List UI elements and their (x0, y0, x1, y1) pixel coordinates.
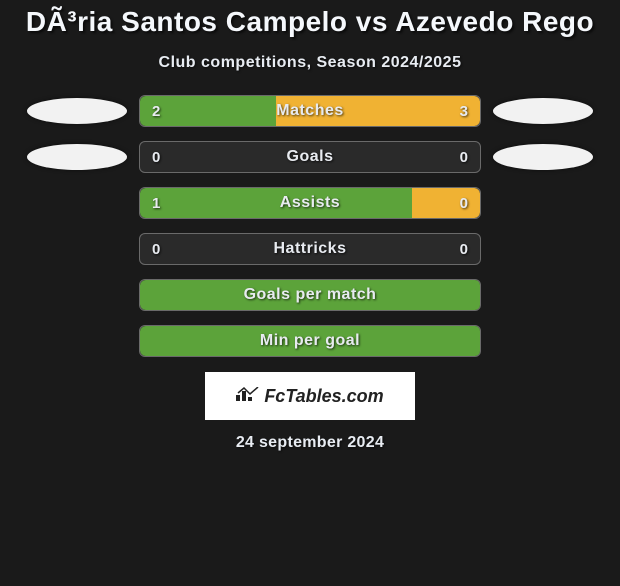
stat-label: Min per goal (140, 326, 480, 356)
stat-row: Goals0 0 (0, 142, 620, 172)
brand-logo: FcTables.com (236, 386, 383, 407)
player-right-avatar (493, 144, 593, 170)
date-text: 24 september 2024 (0, 434, 620, 452)
stat-value-right: 0 (460, 234, 468, 264)
comparison-bars: Matches23Goals00Assists10Hattricks00Goal… (0, 96, 620, 356)
subtitle: Club competitions, Season 2024/2025 (0, 54, 620, 72)
stat-row: Matches2 3 (0, 96, 620, 126)
stat-label: Goals per match (140, 280, 480, 310)
stat-value-right: 0 (460, 188, 468, 218)
stat-value-right: 0 (460, 142, 468, 172)
stat-label: Matches (140, 96, 480, 126)
stat-bar: Hattricks0 0 (139, 233, 481, 265)
stat-value-right: 3 (460, 96, 468, 126)
stat-value-left: 0 (152, 142, 160, 172)
brand-icon (236, 387, 260, 405)
stat-value-left: 1 (152, 188, 160, 218)
stat-bar: Goals per match (139, 279, 481, 311)
player-left-avatar (27, 98, 127, 124)
stat-row: Min per goal (0, 326, 620, 356)
stat-value-left: 0 (152, 234, 160, 264)
stat-label: Assists (140, 188, 480, 218)
stat-label: Hattricks (140, 234, 480, 264)
stat-row: Assists1 0 (0, 188, 620, 218)
stat-bar: Matches2 3 (139, 95, 481, 127)
player-left-avatar (27, 144, 127, 170)
stat-value-left: 2 (152, 96, 160, 126)
stat-bar: Assists1 0 (139, 187, 481, 219)
stat-row: Goals per match (0, 280, 620, 310)
page-title: DÃ³ria Santos Campelo vs Azevedo Rego (0, 6, 620, 38)
player-right-avatar (493, 98, 593, 124)
footer-brand-box: FcTables.com (205, 372, 415, 420)
stat-row: Hattricks0 0 (0, 234, 620, 264)
stat-bar: Min per goal (139, 325, 481, 357)
stat-label: Goals (140, 142, 480, 172)
stat-bar: Goals0 0 (139, 141, 481, 173)
brand-text: FcTables.com (264, 386, 383, 407)
